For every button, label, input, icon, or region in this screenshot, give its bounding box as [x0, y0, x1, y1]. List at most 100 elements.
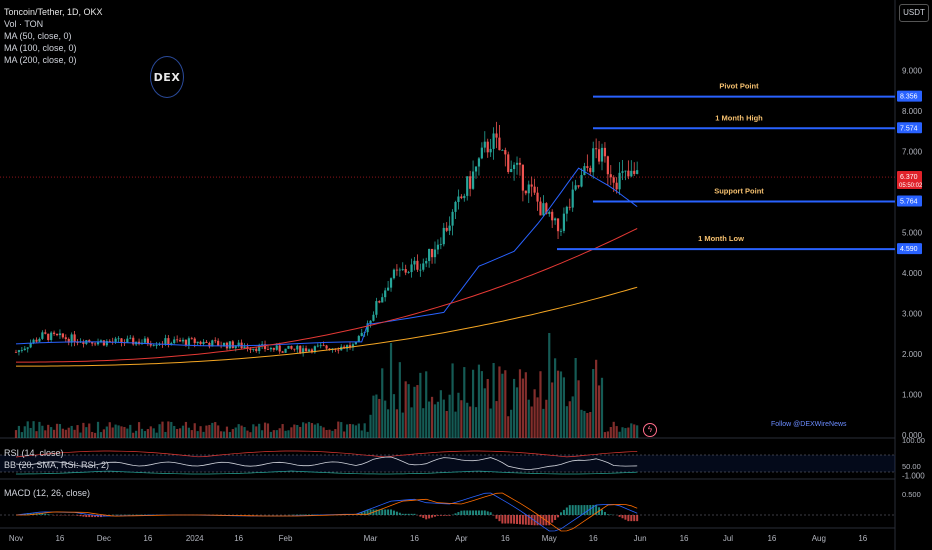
- currency-button[interactable]: USDT: [899, 4, 929, 22]
- macd-hist-bar: [595, 504, 598, 515]
- volume-bar: [322, 427, 325, 438]
- volume-bar: [137, 422, 141, 438]
- volume-bar: [193, 423, 196, 438]
- candle-body: [577, 185, 580, 187]
- candle: [600, 143, 604, 171]
- macd-hist-bar: [428, 515, 431, 519]
- candle: [310, 348, 314, 354]
- volume-bar: [70, 425, 73, 438]
- candle: [85, 339, 88, 346]
- macd-hist-bar: [518, 515, 521, 525]
- price-tick-label: 4.000: [902, 269, 923, 278]
- volume-bar: [337, 421, 340, 438]
- candle: [474, 166, 478, 179]
- candle-body: [392, 269, 396, 279]
- candle: [17, 349, 21, 356]
- candle-body: [463, 195, 466, 199]
- candle: [47, 333, 50, 342]
- macd-hist-bar: [557, 515, 560, 518]
- candle: [574, 179, 577, 192]
- candle: [284, 348, 287, 353]
- candle: [64, 334, 67, 343]
- volume-bar: [595, 359, 598, 438]
- volume-bar: [454, 411, 457, 438]
- volume-bar: [545, 399, 548, 438]
- level-label-3: 1 Month Low: [698, 234, 744, 243]
- volume-bar: [425, 371, 428, 438]
- candle: [448, 216, 451, 236]
- candle-body: [94, 343, 97, 345]
- candle: [480, 142, 483, 160]
- candle-body: [196, 341, 199, 344]
- candle-body: [504, 150, 507, 155]
- candle: [498, 124, 501, 151]
- candle-body: [237, 342, 240, 347]
- candle: [281, 350, 284, 353]
- volume-bar: [246, 430, 249, 438]
- volume-bar: [85, 427, 88, 438]
- candle: [345, 344, 349, 352]
- time-tick-label: Nov: [9, 534, 23, 543]
- macd-hist-bar: [47, 514, 50, 515]
- macd-hist-bar: [29, 513, 32, 515]
- candle-body: [562, 213, 566, 231]
- candle: [486, 138, 489, 158]
- macd-hist-bar: [524, 515, 527, 525]
- candle-body: [120, 338, 123, 343]
- candle-body: [612, 177, 615, 183]
- candle-body: [205, 341, 208, 344]
- ma-line-0: [15, 167, 638, 347]
- volume-bar: [419, 372, 422, 438]
- candle: [583, 162, 586, 176]
- volume-bar: [457, 392, 460, 438]
- volume-bar: [510, 409, 513, 438]
- candle-body: [64, 337, 67, 340]
- indicator-legend-ma100[interactable]: MA (100, close, 0): [4, 43, 77, 53]
- volume-bar: [29, 427, 32, 438]
- candle-body: [372, 314, 375, 321]
- candle-body: [287, 345, 290, 349]
- signal-line: [16, 492, 638, 532]
- volume-bar: [161, 421, 164, 438]
- candle-body: [436, 244, 440, 250]
- indicator-legend-ma50[interactable]: MA (50, close, 0): [4, 31, 72, 41]
- price-tick-label: 9.000: [902, 67, 923, 76]
- candle-body: [624, 170, 627, 172]
- candle: [624, 170, 627, 181]
- indicator-legend-ma200[interactable]: MA (200, close, 0): [4, 55, 77, 65]
- time-tick-label: 16: [680, 534, 689, 543]
- candle: [61, 333, 64, 339]
- volume-bar: [23, 426, 26, 438]
- candle: [633, 162, 636, 176]
- candle: [319, 342, 322, 349]
- volume-bar: [302, 422, 305, 438]
- volume-bar: [410, 407, 413, 438]
- bb-legend[interactable]: BB (20, SMA, RSI: RSI, 2): [4, 460, 110, 470]
- candle: [35, 337, 38, 344]
- flash-icon[interactable]: ϟ: [643, 423, 657, 437]
- macd-hist-bar: [395, 511, 398, 515]
- candle: [492, 127, 495, 160]
- candle: [111, 337, 114, 345]
- macd-hist-bar: [530, 515, 533, 526]
- indicator-legend-vol[interactable]: Vol · TON: [4, 19, 44, 29]
- candle-body: [466, 176, 469, 196]
- rsi-legend[interactable]: RSI (14, close): [4, 448, 64, 458]
- macd-hist-bar: [624, 515, 627, 520]
- macd-legend[interactable]: MACD (12, 26, close): [4, 488, 91, 498]
- volume-bar: [117, 425, 120, 438]
- price-badge-countdown: 05:50:02: [899, 183, 923, 189]
- volume-bar: [416, 385, 419, 438]
- candle: [556, 218, 560, 240]
- macd-hist-bar: [433, 515, 436, 517]
- candle-body: [181, 339, 185, 342]
- volume-bar: [296, 425, 299, 438]
- candle-body: [88, 340, 91, 342]
- macd-hist-bar: [79, 515, 82, 517]
- volume-bar: [132, 432, 135, 438]
- volume-bar: [26, 421, 29, 438]
- bb-upper: [15, 450, 638, 458]
- macd-hist-bar: [533, 515, 536, 526]
- candle-body: [228, 341, 231, 349]
